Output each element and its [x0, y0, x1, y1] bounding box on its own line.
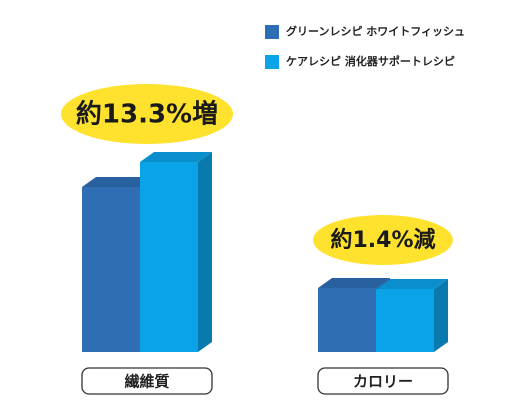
- annotation-badge: [313, 215, 453, 265]
- annotation: 約1.4%減: [330, 227, 435, 253]
- category-box: [81, 367, 213, 395]
- annotation-badge: [61, 84, 233, 144]
- legend-swatch: [265, 55, 279, 69]
- legend-label: グリーンレシピ ホワイトフィッシュ: [286, 24, 465, 38]
- bar: [376, 279, 448, 352]
- legend-swatch: [265, 25, 279, 39]
- x-tick-label: カロリー: [353, 373, 413, 391]
- annotation: 約13.3%増: [76, 99, 218, 130]
- x-tick-label: 繊維質: [124, 373, 169, 391]
- bar: [140, 152, 212, 352]
- legend-label: ケアレシピ 消化器サポートレシピ: [286, 54, 455, 68]
- category-box: [317, 367, 449, 395]
